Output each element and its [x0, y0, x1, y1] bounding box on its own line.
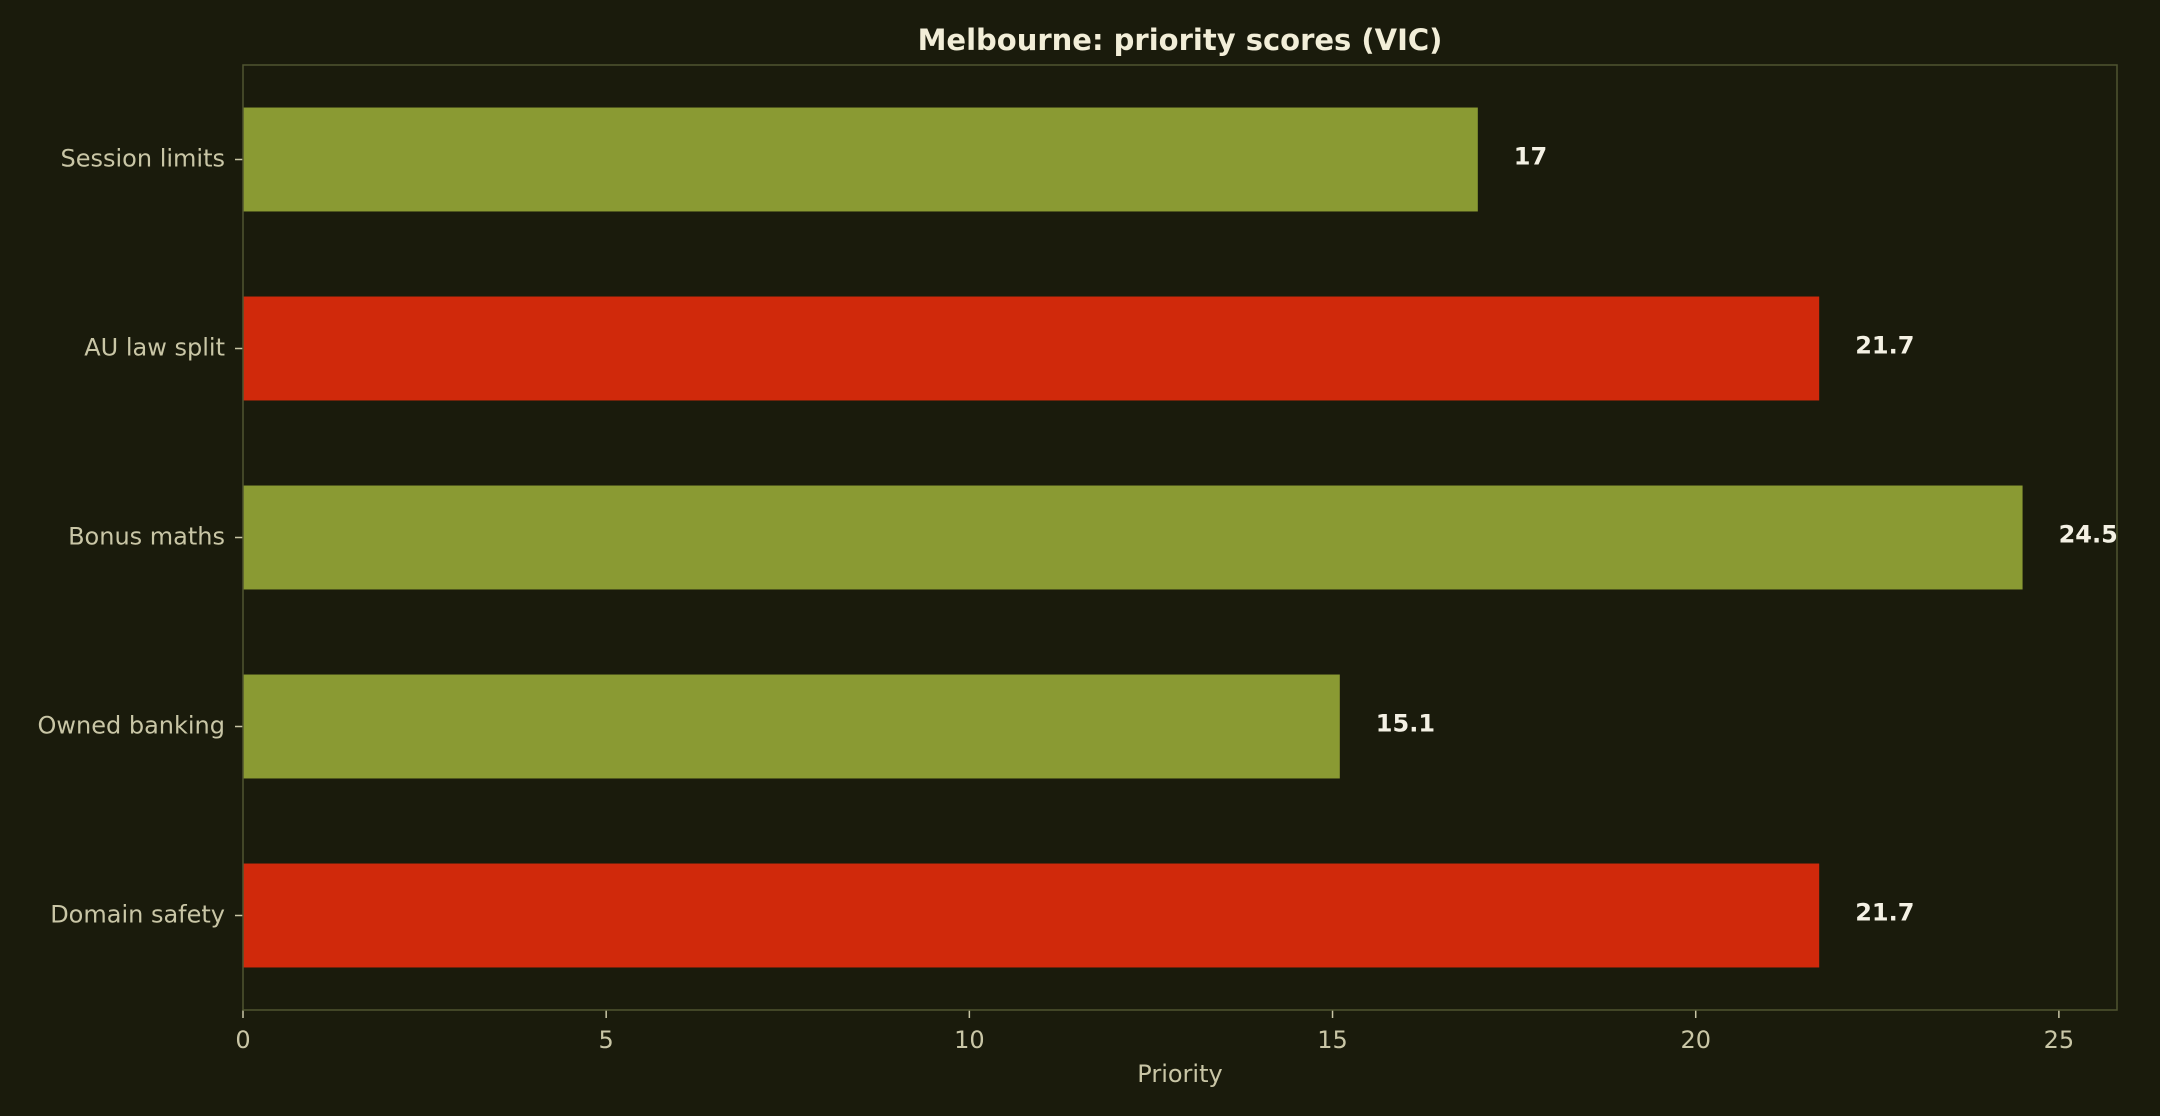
x-tick-label: 20 — [1680, 1026, 1711, 1054]
y-tick-label: Bonus maths — [68, 523, 225, 551]
x-tick-label: 15 — [1317, 1026, 1348, 1054]
value-label: 15.1 — [1376, 710, 1435, 738]
bar — [243, 296, 1820, 401]
x-tick-label: 5 — [599, 1026, 614, 1054]
value-label: 24.5 — [2059, 521, 2118, 549]
value-labels-group: 17 21.7 24.5 15.1 21.7 — [1376, 143, 2118, 927]
y-tick-label: AU law split — [84, 334, 225, 362]
x-tick-label: 10 — [954, 1026, 985, 1054]
bar — [243, 863, 1820, 968]
y-tick-label: Session limits — [61, 145, 226, 173]
y-tick-label: Domain safety — [50, 901, 225, 929]
chart-title: Melbourne: priority scores (VIC) — [918, 23, 1443, 57]
x-axis-label: Priority — [1137, 1060, 1222, 1088]
bars-group — [243, 107, 2023, 968]
bar — [243, 107, 1478, 212]
bar — [243, 485, 2023, 590]
value-label: 17 — [1514, 143, 1547, 171]
plot-frame — [242, 64, 2118, 1011]
y-tick-label: Owned banking — [37, 712, 225, 740]
y-axis: Session limits AU law split Bonus maths Own… — [37, 145, 243, 929]
x-tick-label: 25 — [2044, 1026, 2075, 1054]
x-axis: 0 5 10 15 20 25 — [235, 1010, 2074, 1054]
value-label: 21.7 — [1855, 332, 1914, 360]
value-label: 21.7 — [1855, 899, 1914, 927]
x-tick-label: 0 — [235, 1026, 250, 1054]
bar — [243, 674, 1340, 779]
